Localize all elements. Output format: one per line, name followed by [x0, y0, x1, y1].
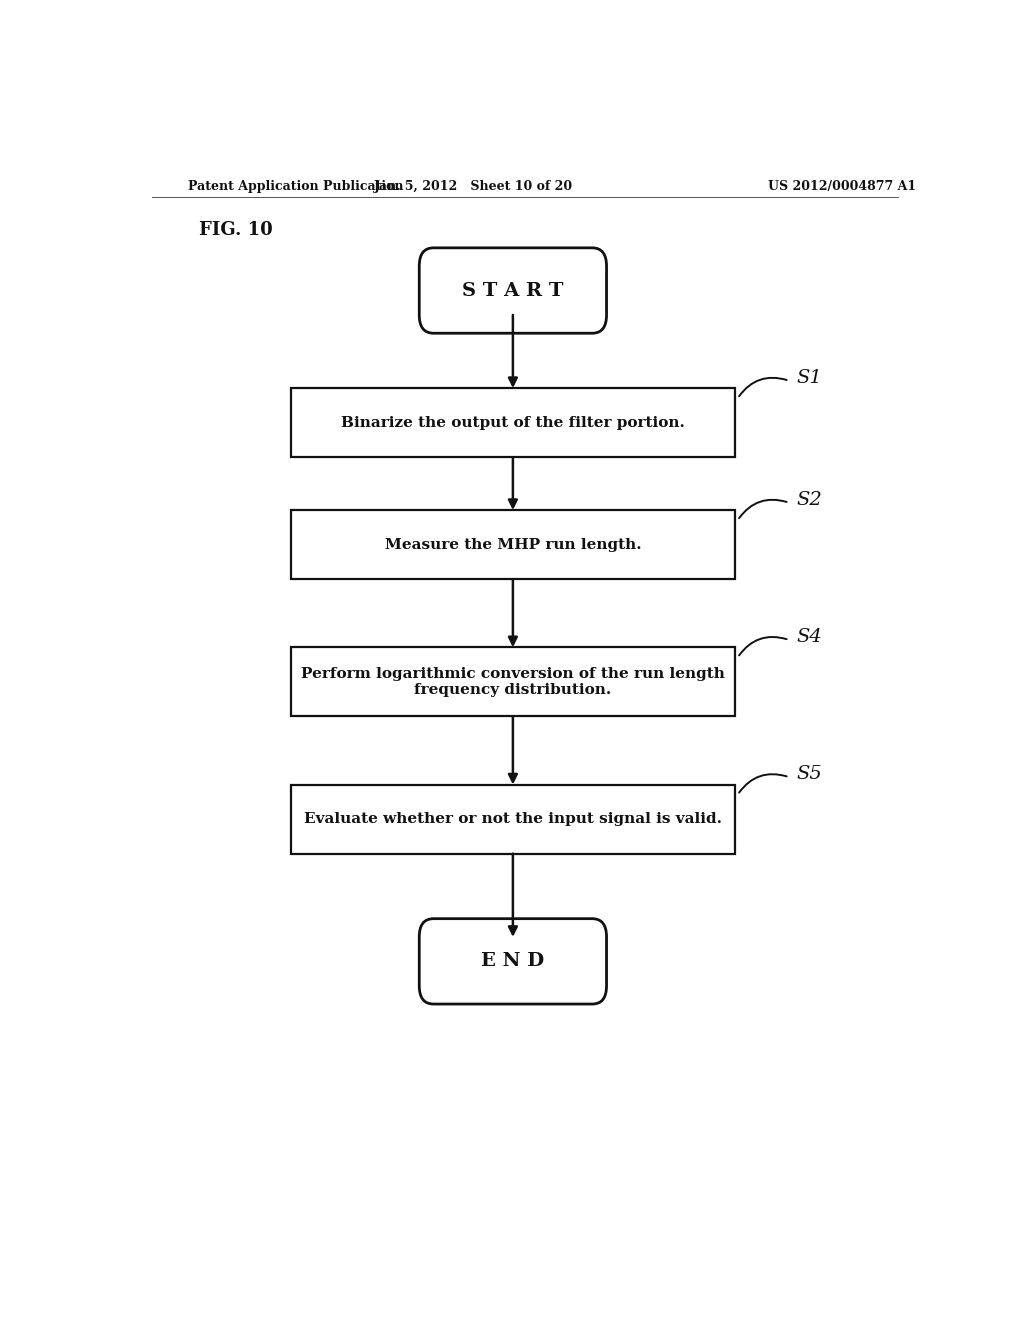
Text: S2: S2 [797, 491, 822, 510]
Text: S4: S4 [797, 628, 822, 645]
Text: S5: S5 [797, 766, 822, 783]
Text: E N D: E N D [481, 952, 545, 970]
Text: Measure the MHP run length.: Measure the MHP run length. [385, 537, 641, 552]
Text: S1: S1 [797, 370, 822, 387]
Text: Perform logarithmic conversion of the run length
frequency distribution.: Perform logarithmic conversion of the ru… [301, 667, 725, 697]
Text: S T A R T: S T A R T [462, 281, 563, 300]
Text: US 2012/0004877 A1: US 2012/0004877 A1 [768, 181, 916, 193]
FancyBboxPatch shape [291, 784, 735, 854]
Text: Patent Application Publication: Patent Application Publication [187, 181, 403, 193]
Text: Jan. 5, 2012   Sheet 10 of 20: Jan. 5, 2012 Sheet 10 of 20 [374, 181, 572, 193]
FancyBboxPatch shape [291, 510, 735, 579]
Text: Evaluate whether or not the input signal is valid.: Evaluate whether or not the input signal… [304, 812, 722, 826]
Text: Binarize the output of the filter portion.: Binarize the output of the filter portio… [341, 416, 685, 430]
FancyBboxPatch shape [291, 388, 735, 457]
FancyBboxPatch shape [291, 647, 735, 717]
FancyBboxPatch shape [419, 248, 606, 333]
FancyBboxPatch shape [419, 919, 606, 1005]
Text: FIG. 10: FIG. 10 [200, 220, 273, 239]
